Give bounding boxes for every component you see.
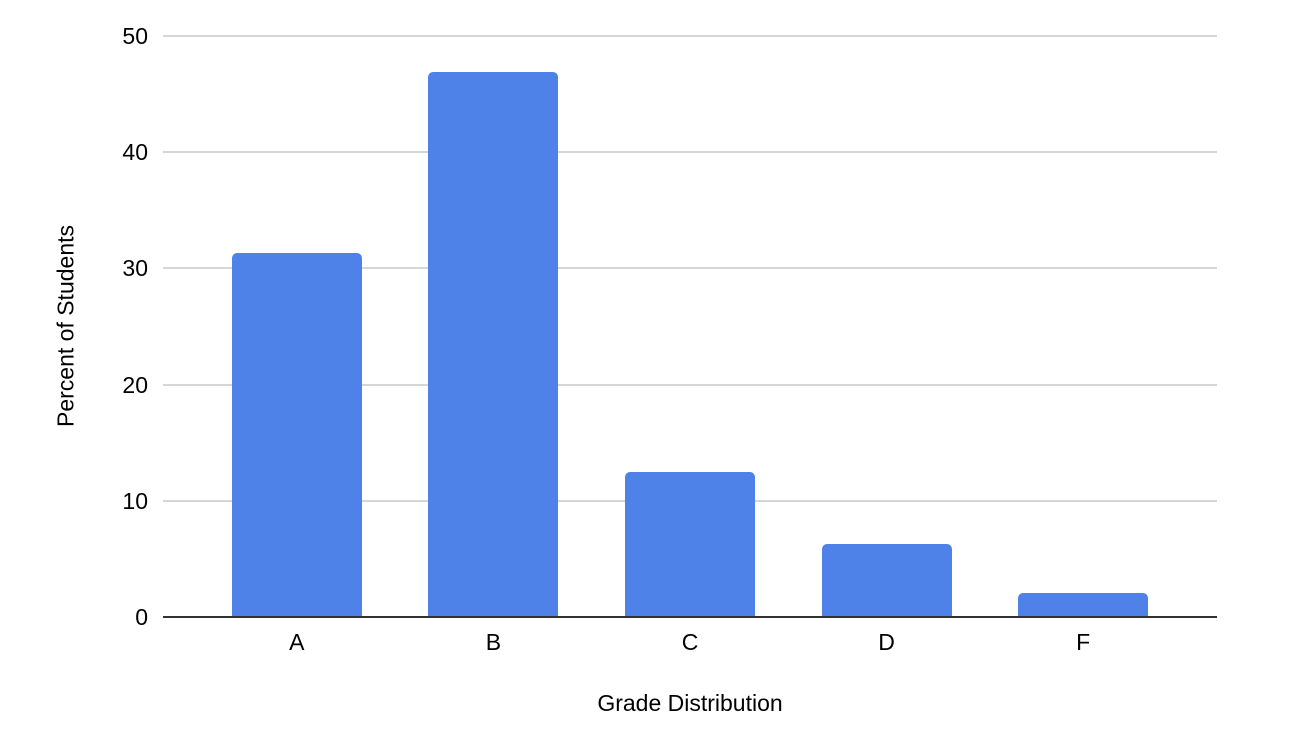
x-tick-label-B: B <box>485 629 502 655</box>
y-tick-label-50: 50 <box>122 23 148 49</box>
gridline-50 <box>163 35 1217 37</box>
gridline-30 <box>163 267 1217 270</box>
y-tick-label-10: 10 <box>122 487 148 514</box>
bar-B <box>428 72 559 617</box>
bar-A <box>231 253 362 617</box>
x-tick-label-A: A <box>289 629 305 655</box>
x-tick-label-D: D <box>878 629 895 655</box>
bar-F <box>1018 592 1149 617</box>
y-axis-title: Percent of Students <box>52 224 79 428</box>
bar-D <box>821 543 952 617</box>
x-tick-label-C: C <box>681 629 699 655</box>
x-axis-title: Grade Distribution <box>597 690 783 716</box>
y-tick-label-30: 30 <box>122 255 148 282</box>
gridline-40 <box>163 151 1217 154</box>
gridline-20 <box>163 383 1217 386</box>
bar-C <box>625 471 755 617</box>
x-tick-label-F: F <box>1076 629 1091 655</box>
y-tick-label-0: 0 <box>135 604 148 630</box>
x-axis-line <box>163 616 1217 618</box>
y-tick-label-40: 40 <box>122 139 148 166</box>
y-tick-label-20: 20 <box>122 371 148 398</box>
